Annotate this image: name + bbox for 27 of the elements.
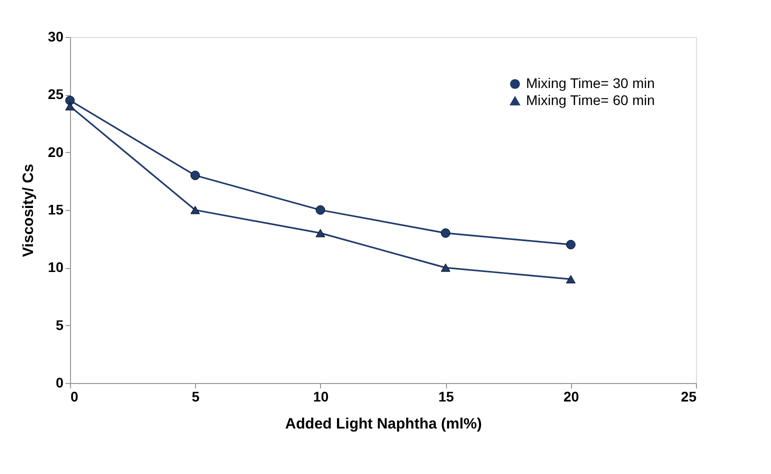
y-tick-label: 5 bbox=[56, 316, 64, 333]
point bbox=[316, 205, 326, 215]
y-axis-title: Viscosity/ Cs bbox=[20, 164, 37, 258]
x-tick-label: 20 bbox=[564, 388, 580, 404]
y-tick-label: 30 bbox=[48, 28, 64, 44]
point bbox=[566, 240, 576, 250]
x-tick-label: 10 bbox=[313, 388, 329, 404]
point bbox=[65, 102, 75, 110]
x-tick-label: 25 bbox=[680, 388, 697, 404]
point bbox=[440, 228, 450, 238]
point bbox=[190, 206, 200, 214]
y-tick-label: 0 bbox=[56, 374, 64, 390]
y-tick-label: 10 bbox=[48, 259, 64, 276]
point bbox=[440, 264, 450, 272]
y-tick-label: 20 bbox=[48, 144, 64, 160]
legend-label: Mixing Time= 30 min bbox=[526, 75, 655, 91]
x-tick-label: 5 bbox=[192, 388, 200, 404]
x-tick-label: 15 bbox=[438, 388, 454, 404]
point bbox=[316, 228, 326, 238]
point bbox=[65, 96, 75, 106]
x-tick-label: 0 bbox=[70, 388, 78, 404]
point bbox=[566, 275, 576, 284]
y-tick-label: 15 bbox=[48, 202, 64, 218]
point bbox=[190, 170, 200, 180]
x-axis-title: Added Light Naphtha (ml%) bbox=[285, 416, 482, 432]
legend-label: Mixing Time= 60 min bbox=[526, 92, 655, 108]
y-tick-label: 25 bbox=[48, 86, 64, 102]
